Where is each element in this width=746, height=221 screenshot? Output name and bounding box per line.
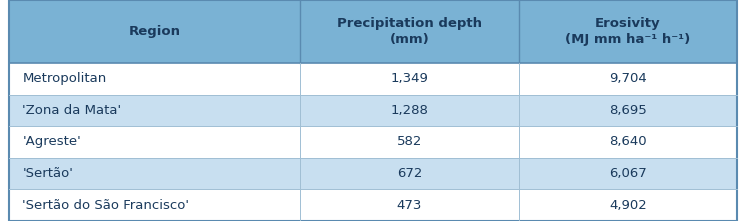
Bar — [518, 63, 737, 95]
Bar — [9, 189, 300, 221]
Bar — [518, 126, 737, 158]
Bar — [518, 0, 737, 63]
Bar — [9, 95, 300, 126]
Text: 8,695: 8,695 — [609, 104, 647, 117]
Text: 4,902: 4,902 — [609, 199, 647, 212]
Text: 'Sertão': 'Sertão' — [22, 167, 73, 180]
Text: 9,704: 9,704 — [609, 72, 647, 85]
Text: 1,349: 1,349 — [390, 72, 428, 85]
Text: 473: 473 — [397, 199, 422, 212]
Bar — [300, 189, 518, 221]
Text: Precipitation depth
(mm): Precipitation depth (mm) — [337, 17, 482, 46]
Text: Metropolitan: Metropolitan — [22, 72, 107, 85]
Text: 'Sertão do São Francisco': 'Sertão do São Francisco' — [22, 199, 189, 212]
Text: Region: Region — [128, 25, 181, 38]
Bar — [9, 63, 300, 95]
Text: 'Agreste': 'Agreste' — [22, 135, 81, 149]
Bar — [518, 158, 737, 189]
Bar — [518, 189, 737, 221]
Bar — [9, 0, 300, 63]
Text: 6,067: 6,067 — [609, 167, 647, 180]
Bar — [300, 63, 518, 95]
Text: 1,288: 1,288 — [390, 104, 428, 117]
Bar — [300, 158, 518, 189]
Bar — [300, 0, 518, 63]
Bar — [9, 158, 300, 189]
Bar — [300, 95, 518, 126]
Text: 672: 672 — [397, 167, 422, 180]
Text: 8,640: 8,640 — [609, 135, 647, 149]
Text: 'Zona da Mata': 'Zona da Mata' — [22, 104, 122, 117]
Bar — [9, 126, 300, 158]
Text: 582: 582 — [397, 135, 422, 149]
Bar — [518, 95, 737, 126]
Text: Erosivity
(MJ mm ha⁻¹ h⁻¹): Erosivity (MJ mm ha⁻¹ h⁻¹) — [565, 17, 691, 46]
Bar — [300, 126, 518, 158]
